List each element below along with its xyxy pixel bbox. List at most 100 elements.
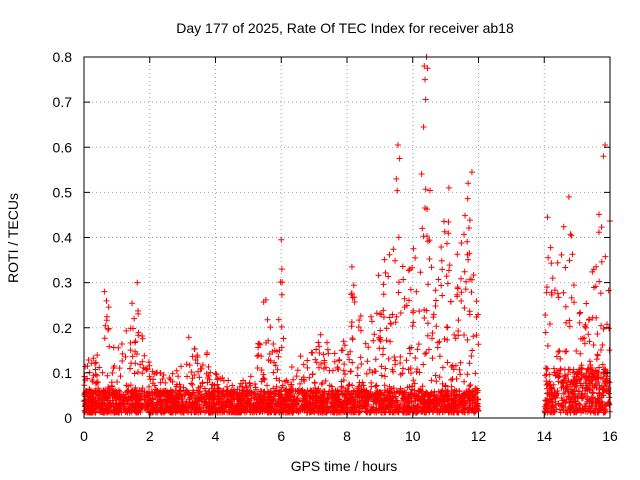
data-point bbox=[195, 368, 202, 375]
data-point bbox=[211, 395, 218, 402]
data-point bbox=[475, 396, 482, 403]
data-point bbox=[383, 395, 390, 402]
data-point bbox=[370, 337, 377, 344]
data-point bbox=[341, 361, 348, 368]
data-point bbox=[555, 348, 562, 355]
data-point bbox=[346, 381, 353, 388]
y-tick-label: 0.8 bbox=[53, 49, 73, 65]
data-point bbox=[224, 393, 231, 400]
data-point bbox=[569, 251, 576, 258]
data-point bbox=[214, 396, 221, 403]
data-point bbox=[560, 407, 567, 414]
data-point bbox=[390, 394, 397, 401]
data-point bbox=[563, 319, 570, 326]
data-point bbox=[205, 363, 212, 370]
data-point bbox=[252, 384, 259, 391]
data-point bbox=[141, 352, 148, 359]
data-point bbox=[237, 380, 244, 387]
data-point bbox=[592, 375, 599, 382]
data-point bbox=[236, 407, 243, 414]
data-point bbox=[283, 387, 290, 394]
data-point bbox=[571, 299, 578, 306]
data-point bbox=[278, 291, 285, 298]
data-point bbox=[260, 371, 267, 378]
data-point bbox=[135, 310, 142, 317]
data-point bbox=[440, 393, 447, 400]
data-point bbox=[194, 360, 201, 367]
data-point bbox=[456, 396, 463, 403]
x-tick-label: 12 bbox=[471, 428, 487, 444]
data-point bbox=[119, 350, 126, 357]
data-point bbox=[434, 409, 441, 416]
y-tick-label: 0.1 bbox=[53, 365, 73, 381]
data-point bbox=[383, 325, 390, 332]
data-point bbox=[280, 335, 287, 342]
data-point bbox=[344, 398, 351, 405]
data-point bbox=[395, 289, 402, 296]
data-point bbox=[267, 407, 274, 414]
data-point bbox=[109, 383, 116, 390]
data-point bbox=[385, 355, 392, 362]
data-point bbox=[342, 371, 349, 378]
data-point bbox=[589, 365, 596, 372]
data-point bbox=[436, 338, 443, 345]
data-point bbox=[465, 180, 472, 187]
data-point bbox=[149, 396, 156, 403]
data-point bbox=[124, 388, 131, 395]
data-point bbox=[273, 401, 280, 408]
data-point bbox=[264, 382, 271, 389]
data-point bbox=[589, 268, 596, 275]
data-point bbox=[582, 403, 589, 410]
data-point bbox=[348, 319, 355, 326]
data-point bbox=[357, 408, 364, 415]
data-point bbox=[224, 409, 231, 416]
data-point bbox=[446, 262, 453, 269]
data-point bbox=[433, 323, 440, 330]
data-point bbox=[577, 350, 584, 357]
data-point bbox=[264, 316, 271, 323]
data-point bbox=[576, 319, 583, 326]
data-point bbox=[409, 323, 416, 330]
axes: 0 2 4 6 8 10 12 14 16 0 0.1 0.2 0.3 0.4 0.5 0.6 0.7 0.8 bbox=[53, 49, 618, 444]
data-point bbox=[125, 383, 132, 390]
data-point bbox=[349, 394, 356, 401]
data-point bbox=[276, 408, 283, 415]
data-point bbox=[347, 348, 354, 355]
data-point bbox=[569, 402, 576, 409]
data-point bbox=[351, 298, 358, 305]
data-point bbox=[460, 395, 467, 402]
data-point bbox=[335, 366, 342, 373]
data-point bbox=[290, 399, 297, 406]
data-point bbox=[438, 257, 445, 264]
data-point bbox=[466, 360, 473, 367]
data-point bbox=[197, 394, 204, 401]
data-point bbox=[552, 398, 559, 405]
data-point bbox=[308, 399, 315, 406]
data-point bbox=[400, 276, 407, 283]
data-point bbox=[554, 290, 561, 297]
data-point bbox=[297, 387, 304, 394]
data-point bbox=[386, 383, 393, 390]
x-tick-label: 0 bbox=[80, 428, 88, 444]
data-point bbox=[340, 376, 347, 383]
data-point bbox=[583, 370, 590, 377]
data-point bbox=[151, 382, 158, 389]
data-point bbox=[425, 281, 432, 288]
data-point bbox=[426, 407, 433, 414]
data-point bbox=[551, 287, 558, 294]
data-point bbox=[421, 350, 428, 357]
data-point bbox=[214, 376, 221, 383]
data-point bbox=[443, 323, 450, 330]
data-point bbox=[390, 385, 397, 392]
data-point bbox=[411, 392, 418, 399]
data-point bbox=[215, 385, 222, 392]
data-point bbox=[271, 359, 278, 366]
data-point bbox=[432, 372, 439, 379]
data-point bbox=[546, 391, 553, 398]
data-point bbox=[462, 391, 469, 398]
data-point bbox=[99, 369, 106, 376]
data-point bbox=[188, 369, 195, 376]
data-point bbox=[179, 401, 186, 408]
data-point bbox=[457, 359, 464, 366]
